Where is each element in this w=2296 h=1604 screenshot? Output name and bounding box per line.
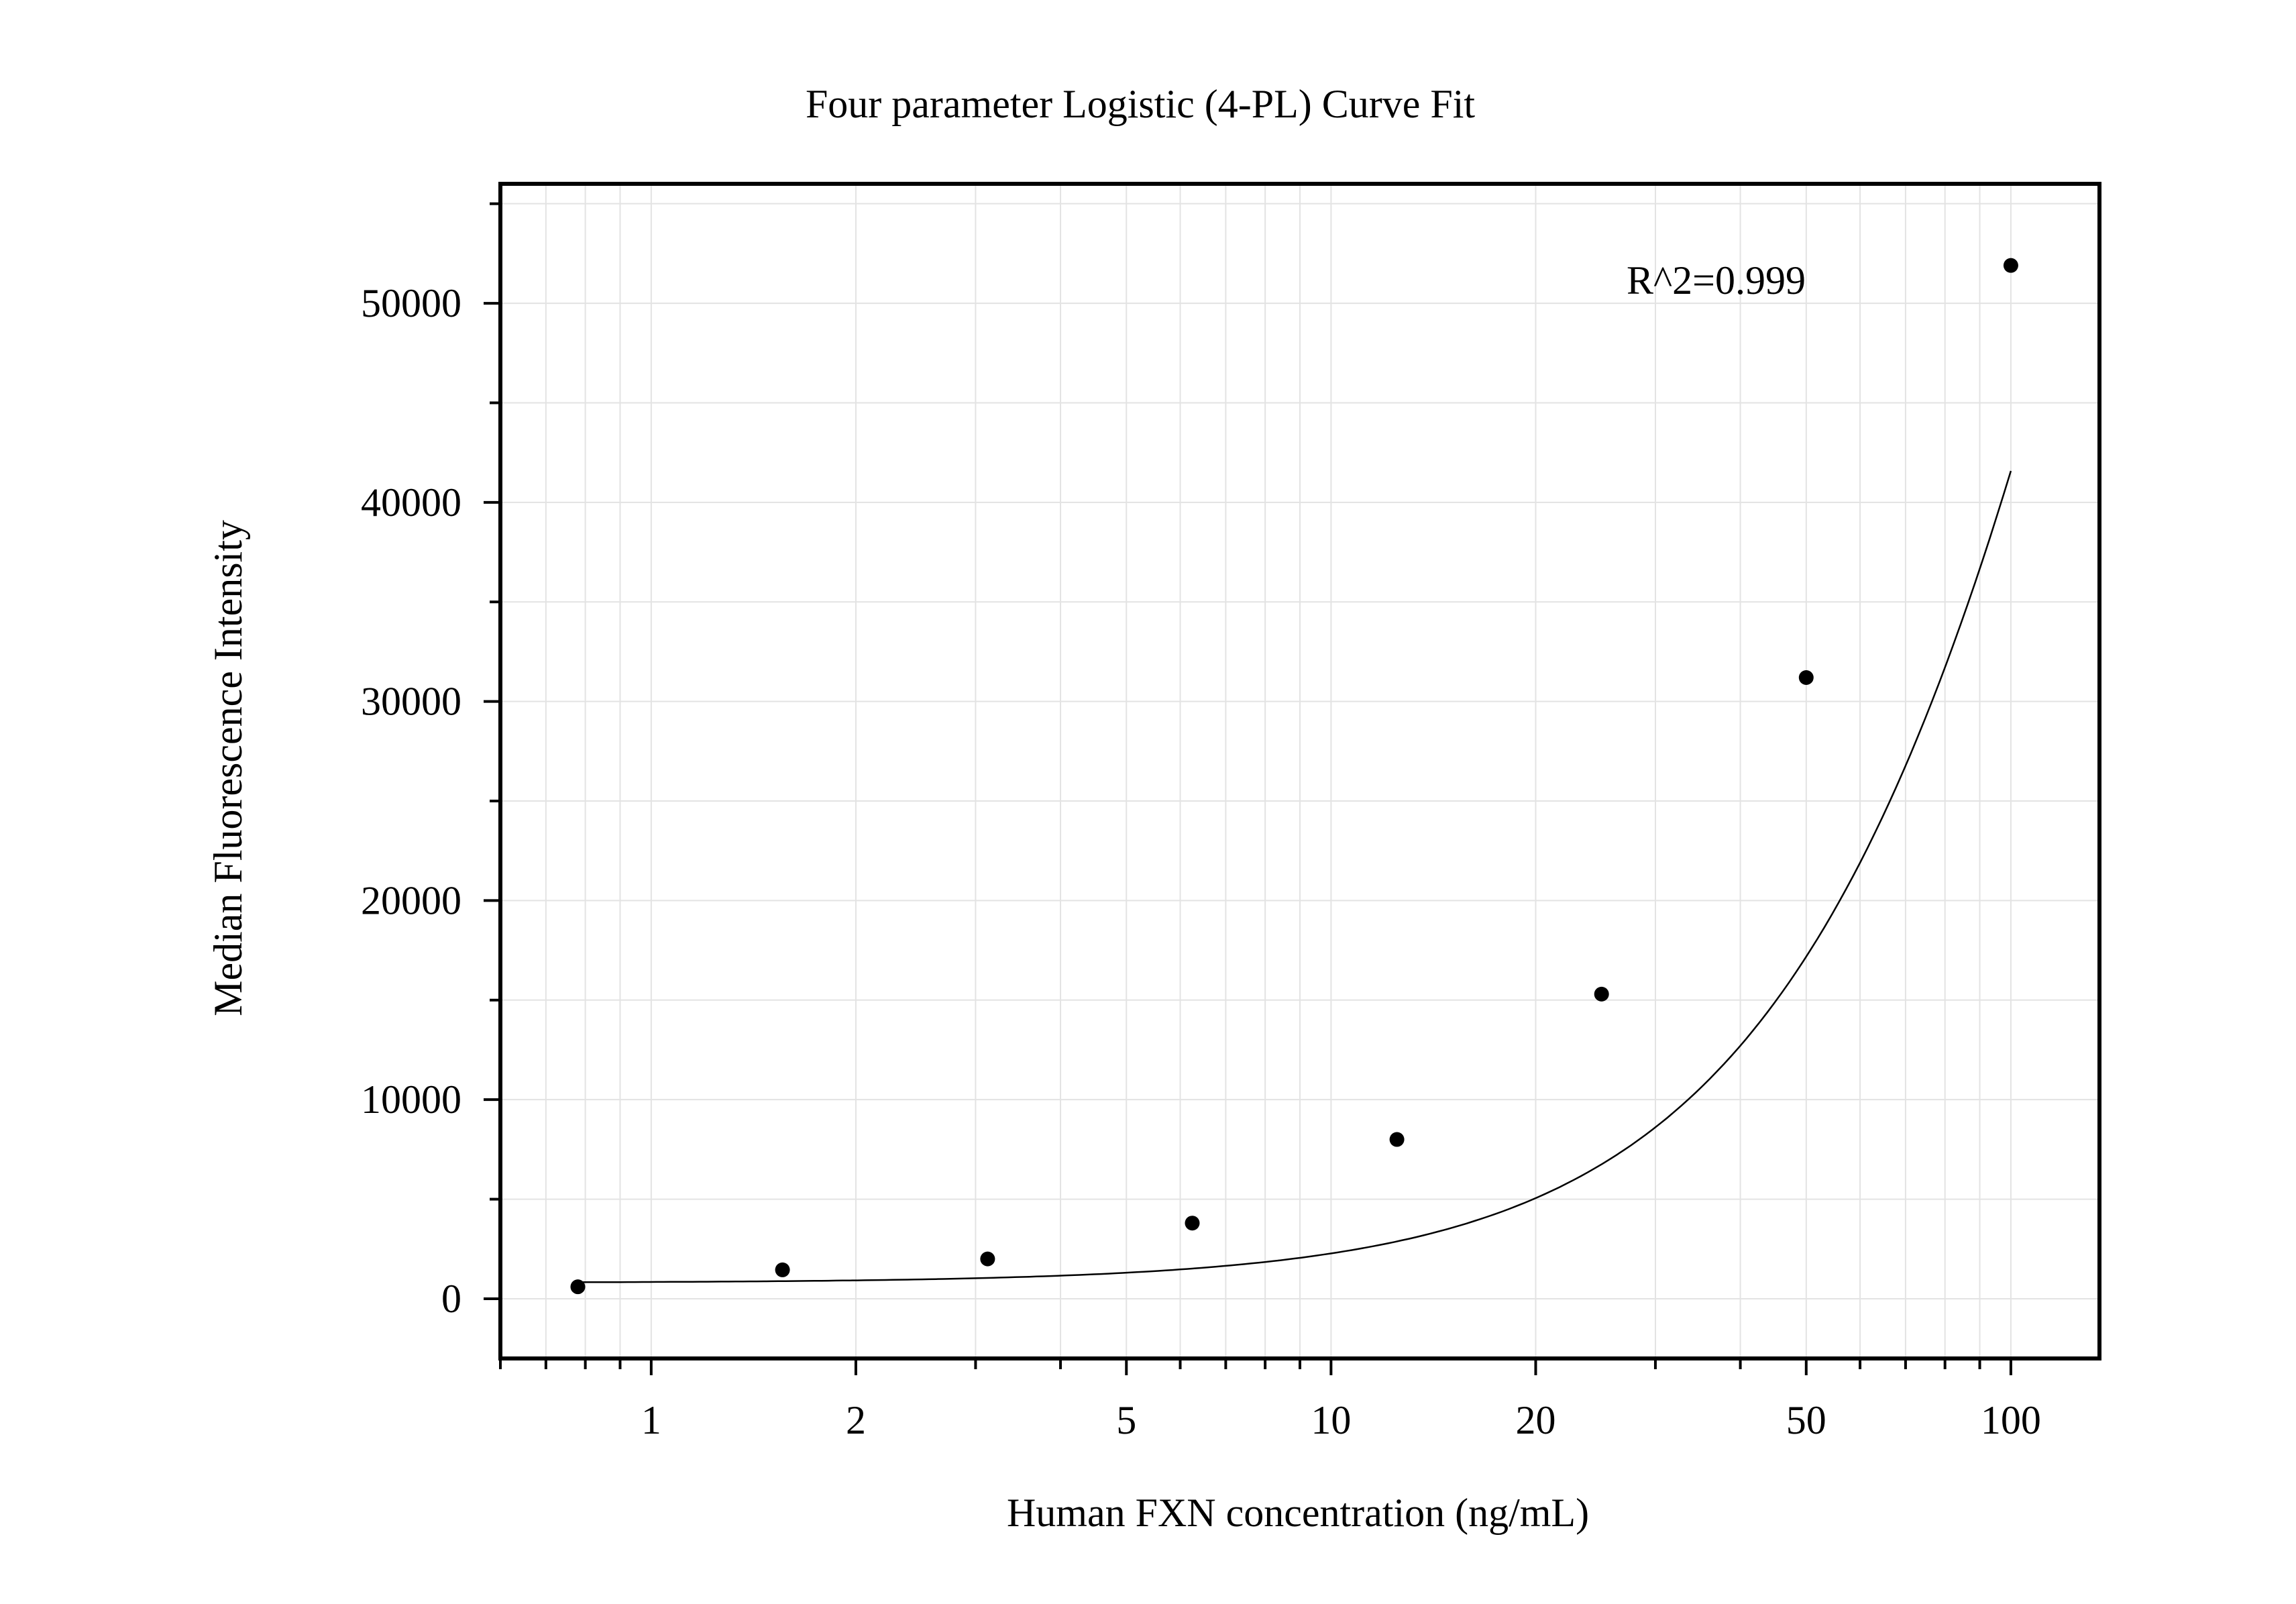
data-point (775, 1262, 790, 1277)
y-tick-label: 10000 (361, 1077, 461, 1122)
y-axis-label: Median Fluorescence Intensity (206, 520, 250, 1016)
x-tick-label: 5 (1116, 1398, 1136, 1442)
x-tick-label: 100 (1981, 1398, 2041, 1442)
x-tick-labels: 1 2 5 10 20 50 100 (641, 1398, 2041, 1442)
data-point (2003, 258, 2018, 273)
y-tick-label: 20000 (361, 878, 461, 922)
y-tick-label: 40000 (361, 480, 461, 525)
axis-ticks (484, 202, 2012, 1375)
data-points (570, 258, 2018, 1295)
plot-frame (498, 182, 2101, 1360)
x-tick-label: 20 (1515, 1398, 1555, 1442)
y-tick-labels: 0 10000 20000 30000 40000 50000 (361, 281, 461, 1321)
y-tick-label: 0 (441, 1277, 461, 1321)
data-point (1798, 670, 1814, 686)
data-point (1594, 986, 1609, 1002)
y-tick-label: 30000 (361, 680, 461, 724)
x-tick-label: 2 (846, 1398, 866, 1442)
x-axis-label: Human FXN concentration (ng/mL) (1007, 1491, 1589, 1535)
chart-title: Four parameter Logistic (4-PL) Curve Fit (806, 82, 1475, 126)
data-point (570, 1279, 586, 1295)
y-tick-label: 50000 (361, 281, 461, 325)
x-tick-label: 1 (641, 1398, 661, 1442)
r-squared-annotation: R^2=0.999 (1627, 258, 1806, 303)
fit-curve (578, 470, 2012, 1283)
data-point (1185, 1216, 1200, 1231)
data-point (980, 1251, 995, 1267)
data-point (1389, 1132, 1405, 1147)
grid-lines (500, 184, 2099, 1358)
x-tick-label: 50 (1786, 1398, 1826, 1442)
x-tick-label: 10 (1311, 1398, 1351, 1442)
